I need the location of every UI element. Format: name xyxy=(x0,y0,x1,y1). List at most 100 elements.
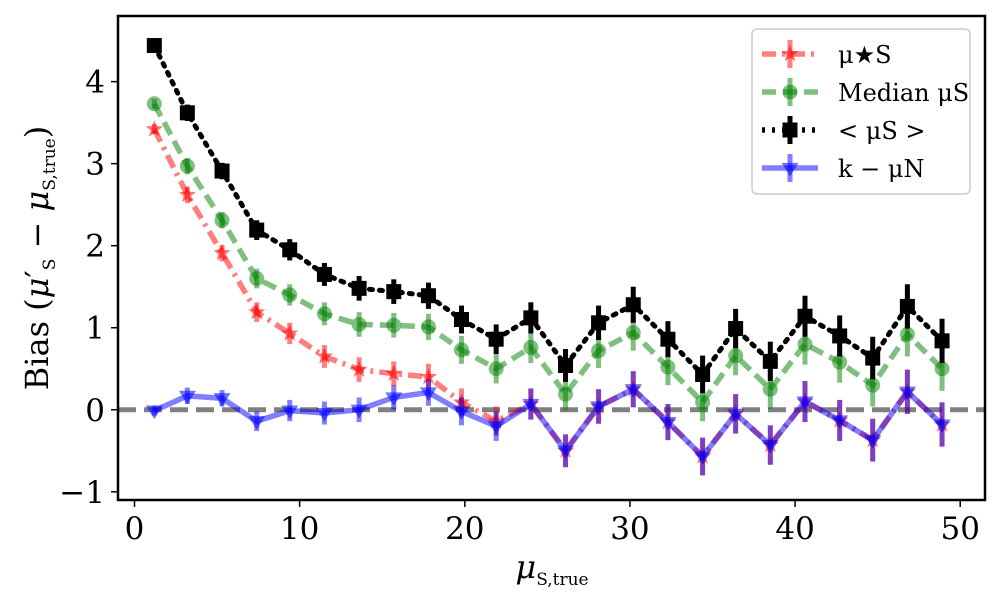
legend-label: < μS > xyxy=(838,117,926,145)
data-point xyxy=(385,392,403,406)
data-point xyxy=(625,297,641,313)
data-point xyxy=(453,312,469,328)
data-point xyxy=(179,158,195,174)
data-point xyxy=(695,366,711,382)
x-tick-label: 20 xyxy=(445,511,484,547)
data-point xyxy=(832,354,848,370)
x-tick-label: 0 xyxy=(125,511,145,547)
y-tick-label: 3 xyxy=(85,147,105,183)
series-1 xyxy=(146,96,950,422)
data-point xyxy=(590,401,608,415)
data-point xyxy=(660,359,676,375)
y-tick-label: −1 xyxy=(59,475,105,511)
data-point xyxy=(145,120,163,137)
y-tick-label: 0 xyxy=(85,393,105,429)
data-point xyxy=(899,326,915,342)
data-point xyxy=(282,287,298,303)
data-point xyxy=(420,319,436,335)
data-point xyxy=(660,331,676,347)
data-point xyxy=(419,387,437,402)
data-point xyxy=(453,342,469,358)
data-point xyxy=(797,336,813,352)
y-axis-title: Bias (μ′S − μS,true) xyxy=(18,126,60,390)
y-tick-label: 2 xyxy=(85,229,105,265)
legend-marker xyxy=(782,84,798,100)
data-point xyxy=(213,393,231,407)
data-point xyxy=(249,271,265,287)
data-point xyxy=(762,353,778,369)
x-tick-label: 30 xyxy=(610,511,649,547)
data-point xyxy=(213,244,231,261)
data-point xyxy=(864,435,882,449)
data-point xyxy=(832,328,848,344)
data-point xyxy=(214,212,230,228)
legend-box xyxy=(751,28,971,195)
data-point xyxy=(350,360,368,377)
data-point xyxy=(386,317,402,333)
data-point xyxy=(558,386,574,402)
data-point xyxy=(487,421,505,435)
data-point xyxy=(694,451,712,466)
data-point xyxy=(146,96,162,112)
data-point xyxy=(558,357,574,373)
legend-marker xyxy=(781,162,799,177)
legend-entry-2: < μS > xyxy=(762,116,926,145)
legend-marker xyxy=(781,45,799,62)
legend-label: k − μN xyxy=(838,155,925,183)
data-point xyxy=(831,415,849,429)
data-point xyxy=(145,405,163,420)
axes-frame xyxy=(116,14,987,502)
data-point xyxy=(316,266,332,282)
x-tick-label: 50 xyxy=(941,511,980,547)
data-point xyxy=(178,390,196,405)
data-point xyxy=(659,416,677,431)
x-tick-label: 10 xyxy=(280,511,319,547)
data-point xyxy=(523,310,539,326)
data-point xyxy=(385,364,403,381)
data-point xyxy=(865,377,881,393)
data-point xyxy=(727,408,745,423)
data-point xyxy=(728,348,744,364)
data-point xyxy=(248,303,266,320)
legend: μ★S Median μS < μS > k − μN xyxy=(751,28,971,195)
data-point xyxy=(281,405,299,420)
x-axis-title: μS,true xyxy=(515,548,588,590)
data-point xyxy=(797,308,813,324)
legend-entry-0: μ★S xyxy=(762,40,892,69)
data-point xyxy=(249,222,265,238)
data-point xyxy=(315,407,333,422)
data-point xyxy=(452,406,470,420)
data-point xyxy=(522,398,540,413)
data-point xyxy=(316,306,332,322)
data-point xyxy=(761,439,779,454)
data-point xyxy=(899,298,915,314)
data-point xyxy=(179,105,195,121)
data-point xyxy=(934,333,950,349)
data-point xyxy=(420,288,436,304)
data-point xyxy=(625,325,641,341)
legend-label: μ★S xyxy=(838,41,892,69)
y-tick-label: 1 xyxy=(85,311,105,347)
data-point xyxy=(933,419,951,434)
data-point xyxy=(248,416,266,430)
data-point xyxy=(178,185,196,203)
data-point xyxy=(282,242,298,258)
data-point xyxy=(796,396,814,411)
data-point xyxy=(386,284,402,300)
x-tick-label: 40 xyxy=(775,511,814,547)
data-point xyxy=(591,315,607,331)
series-line xyxy=(153,385,944,461)
legend-label: Median μS xyxy=(838,79,969,107)
data-point xyxy=(351,280,367,296)
data-point xyxy=(350,404,368,419)
data-point xyxy=(728,321,744,337)
legend-marker xyxy=(782,122,798,138)
series-2 xyxy=(146,38,950,394)
data-point xyxy=(315,347,333,364)
legend-entry-1: Median μS xyxy=(762,78,969,107)
data-point xyxy=(523,339,539,355)
data-point xyxy=(934,361,950,377)
data-point xyxy=(214,163,230,179)
plot-area xyxy=(118,38,985,476)
data-point xyxy=(419,367,438,385)
